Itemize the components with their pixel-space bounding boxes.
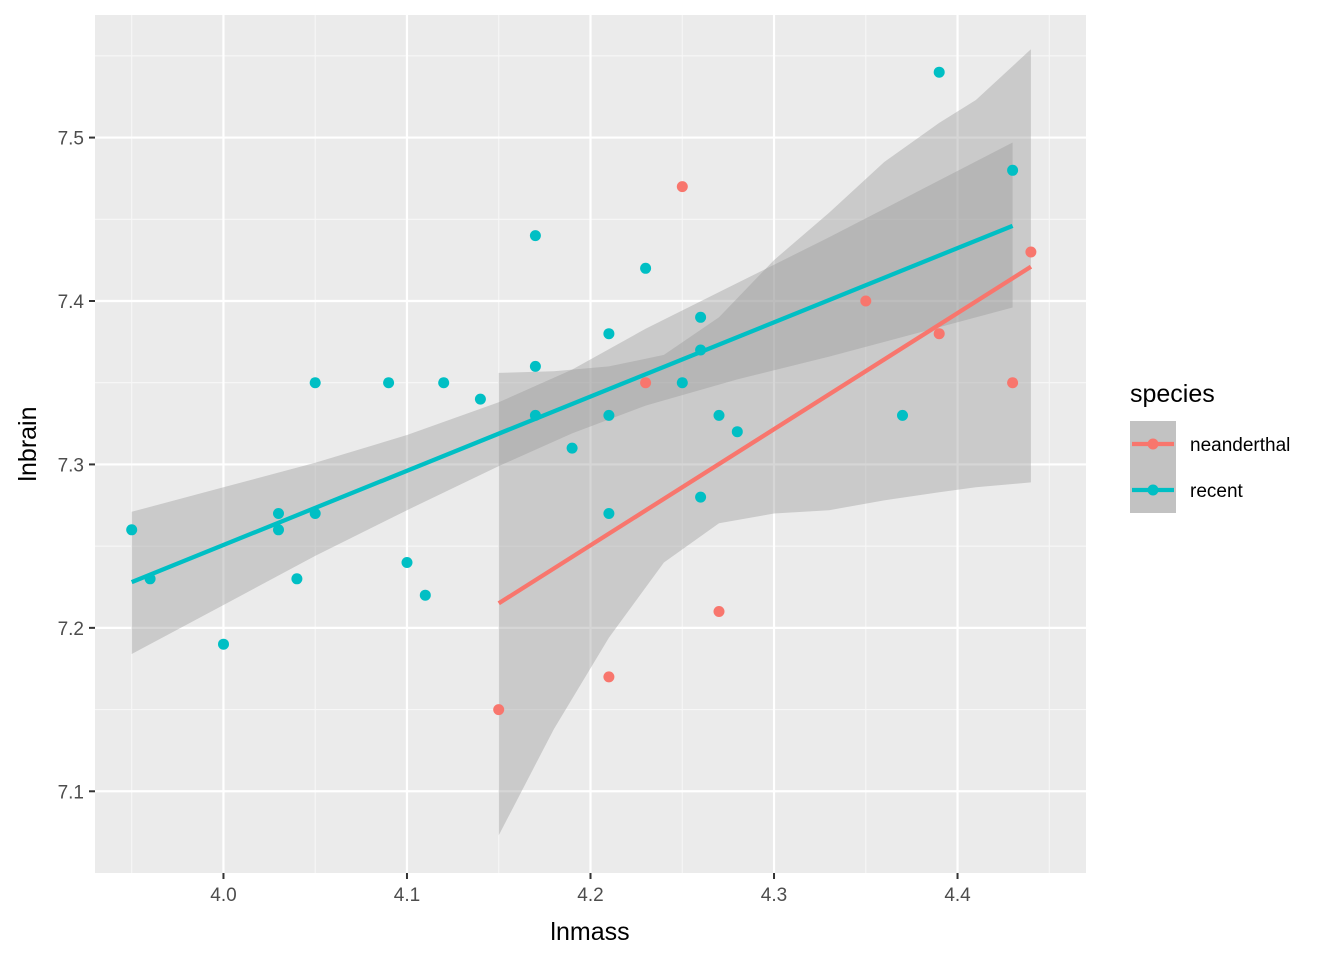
point-neanderthal — [933, 328, 945, 340]
point-recent — [676, 377, 688, 389]
point-recent — [401, 557, 413, 568]
point-recent — [273, 508, 284, 519]
point-neanderthal — [640, 377, 652, 389]
point-neanderthal — [1007, 377, 1019, 389]
point-neanderthal — [676, 181, 688, 193]
x-axis-title: lnmass — [550, 918, 629, 946]
point-recent — [695, 311, 707, 323]
y-tick-label: 7.2 — [58, 619, 84, 640]
point-recent — [603, 508, 615, 519]
y-axis: 7.1 7.2 7.3 7.4 7.5 — [58, 129, 95, 803]
point-recent — [529, 230, 541, 242]
y-tick-label: 7.1 — [58, 782, 84, 803]
point-recent — [897, 409, 908, 421]
point-recent — [695, 491, 707, 503]
point-neanderthal — [713, 606, 725, 617]
point-recent — [1007, 164, 1019, 176]
point-recent — [603, 328, 615, 340]
fit-line-neanderthal — [497, 264, 1033, 606]
data-points — [126, 66, 1037, 716]
point-neanderthal — [1025, 246, 1037, 258]
point-recent — [713, 409, 725, 421]
y-tick-label: 7.4 — [58, 292, 85, 313]
confidence-ribbon-recent — [131, 142, 1013, 654]
point-neanderthal — [603, 671, 615, 683]
x-axis: 4.0 4.1 4.2 4.3 4.4 — [210, 873, 971, 906]
legend-key-point-neanderthal — [1147, 438, 1159, 450]
point-recent — [309, 377, 321, 389]
legend: species neanderthal recent — [1130, 380, 1290, 513]
x-tick-label: 4.3 — [761, 885, 787, 906]
point-recent — [603, 409, 615, 421]
y-tick-label: 7.5 — [58, 129, 84, 150]
regression-lines — [130, 223, 1033, 606]
legend-key-point-recent — [1147, 484, 1159, 496]
legend-title: species — [1130, 380, 1215, 408]
point-recent — [731, 426, 743, 438]
point-recent — [438, 377, 450, 389]
legend-label-neanderthal: neanderthal — [1190, 435, 1290, 456]
point-recent — [291, 573, 303, 585]
point-recent — [218, 638, 229, 650]
x-tick-label: 4.0 — [210, 885, 236, 906]
point-recent — [126, 524, 138, 536]
point-neanderthal — [493, 704, 505, 716]
y-tick-label: 7.3 — [58, 455, 84, 476]
y-axis-title: lnbrain — [14, 406, 42, 481]
point-recent — [933, 66, 945, 78]
x-tick-label: 4.2 — [577, 885, 603, 906]
x-tick-label: 4.4 — [944, 885, 971, 906]
point-recent — [273, 524, 284, 536]
point-recent — [474, 393, 486, 405]
point-recent — [640, 262, 652, 274]
x-tick-label: 4.1 — [394, 885, 420, 906]
confidence-ribbons — [131, 49, 1031, 836]
confidence-ribbon-neanderthal — [498, 49, 1031, 836]
point-recent — [566, 442, 578, 454]
point-recent — [529, 360, 541, 372]
fit-line-recent — [130, 223, 1014, 585]
major-grid — [95, 15, 1086, 873]
point-recent — [419, 589, 431, 601]
point-neanderthal — [860, 295, 872, 307]
legend-label-recent: recent — [1190, 481, 1244, 502]
point-recent — [383, 377, 395, 389]
